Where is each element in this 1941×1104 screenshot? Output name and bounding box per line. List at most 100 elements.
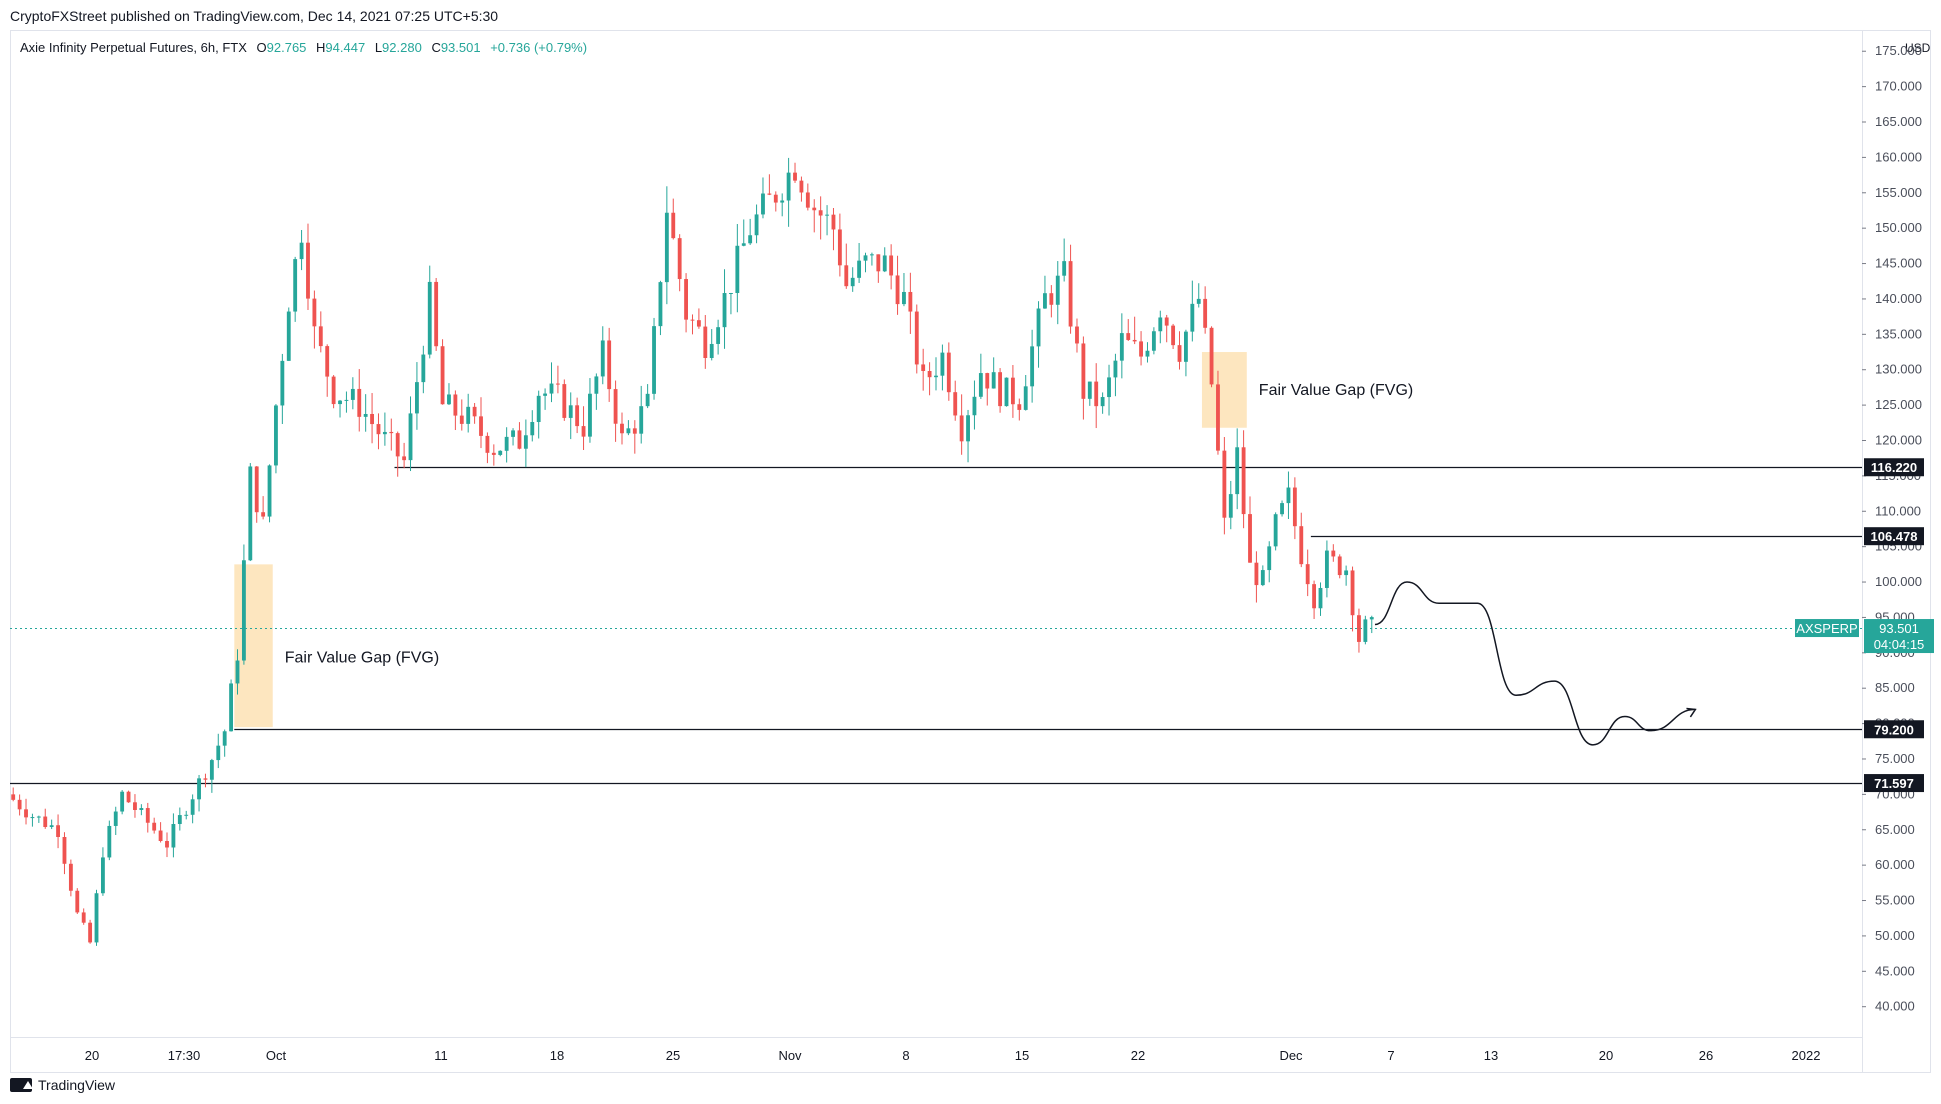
candle-body [1344,570,1349,576]
candle-body [241,560,246,661]
level-price-tag [1864,527,1924,546]
candle-body [786,172,791,201]
candle-body [767,193,772,195]
candle-body [1209,327,1214,385]
candle-body [844,265,849,287]
candle-body [780,200,785,203]
candle-body [1260,570,1265,586]
candle-body [1030,346,1035,387]
candle-body [921,364,926,372]
candle-body [1062,261,1067,276]
candle-body [1094,381,1099,407]
time-tick-label: Dec [1279,1048,1303,1063]
change-value: +0.736 (+0.79%) [490,40,588,55]
candle-body [953,392,958,416]
candle-body [280,360,285,406]
time-tick-label: 25 [666,1048,680,1063]
time-tick-label: Oct [266,1048,287,1063]
candle-body [1267,546,1272,571]
low-value: 92.280 [382,40,422,55]
time-tick-label: 18 [550,1048,564,1063]
time-tick-label: 20 [1599,1048,1613,1063]
candle-body [575,405,580,427]
candle-body [1119,333,1124,361]
candle-body [1299,526,1304,565]
fvg-zones: Fair Value Gap (FVG) Fair Value Gap (FVG) [234,352,1413,728]
price-tick-label: 170.000 [1875,79,1922,94]
price-tick-label: 120.000 [1875,432,1922,447]
candle-body [972,396,977,416]
candlestick-series [11,157,1697,946]
candle-body [639,406,644,434]
candle-body [229,683,234,732]
price-tick-label: 45.000 [1875,963,1915,978]
candle-body [126,791,131,803]
candle-body [312,298,317,327]
last-price-label: 93.501 [1879,621,1919,636]
candle-body [100,857,105,894]
candle-body [363,413,368,417]
candle-body [1055,275,1060,305]
candle-body [1068,261,1073,327]
candle-body [370,413,374,425]
candle-body [882,255,887,272]
candle-body [402,456,407,461]
level-price-label: 71.597 [1874,776,1914,791]
candle-body [1139,341,1143,357]
candle-body [56,825,60,837]
candle-body [978,373,983,397]
candle-body [158,830,163,842]
price-tick-label: 150.000 [1875,220,1922,235]
price-tick-label: 125.000 [1875,397,1922,412]
level-price-label: 79.200 [1874,722,1914,737]
time-axis: 20 17:30 Oct 11 18 25 Nov 8 15 22 Dec 7 13 20 26 2022 [10,1037,1862,1063]
candle-body [120,791,125,812]
close-label: C [431,40,441,55]
price-tick-label: 50.000 [1875,928,1915,943]
candle-body [107,825,112,858]
candle-body [1280,503,1284,515]
candle-body [927,371,932,378]
candle-body [75,890,80,913]
high-value: 94.447 [325,40,366,55]
candle-body [869,254,874,256]
candle-body [1196,298,1201,304]
price-tick-label: 40.000 [1875,999,1915,1014]
candle-body [1254,562,1259,586]
candle-body [427,281,432,355]
price-tick-label: 85.000 [1875,680,1915,695]
candle-body [536,395,541,423]
candle-body [645,393,650,407]
price-tags: 116.220 106.478 79.200 71.597 AXSPERP 93.5010… [1795,458,1934,793]
price-tick-label: 155.000 [1875,185,1922,200]
candle-body [600,340,605,377]
candle-body [818,210,823,216]
candle-body [857,260,862,278]
candle-body [1228,494,1233,518]
candle-body [24,809,28,818]
last-price-tag [1864,619,1934,654]
symbol-legend: Axie Infinity Perpetual Futures, 6h, FTX… [20,40,587,55]
candle-body [946,352,951,393]
candle-body [831,214,836,230]
candle-body [1100,397,1105,407]
candle-body [1222,450,1227,518]
candle-body [607,340,612,390]
time-tick-label: Nov [778,1048,802,1063]
candle-body [421,354,426,383]
candle-body [113,811,118,826]
candle-body [1049,293,1054,305]
candle-body [1177,345,1182,362]
candle-body [222,731,227,746]
candle-body [293,259,298,312]
symbol-name[interactable]: Axie Infinity Perpetual Futures, 6h, FTX [20,40,247,55]
footer[interactable]: TradingView [10,1077,115,1093]
candle-body [453,394,458,416]
open-label: O [256,40,267,55]
candle-body [825,214,829,216]
candle-body [17,799,22,810]
price-tick-label: 75.000 [1875,751,1915,766]
candle-body [594,376,599,394]
candle-body [11,794,16,800]
